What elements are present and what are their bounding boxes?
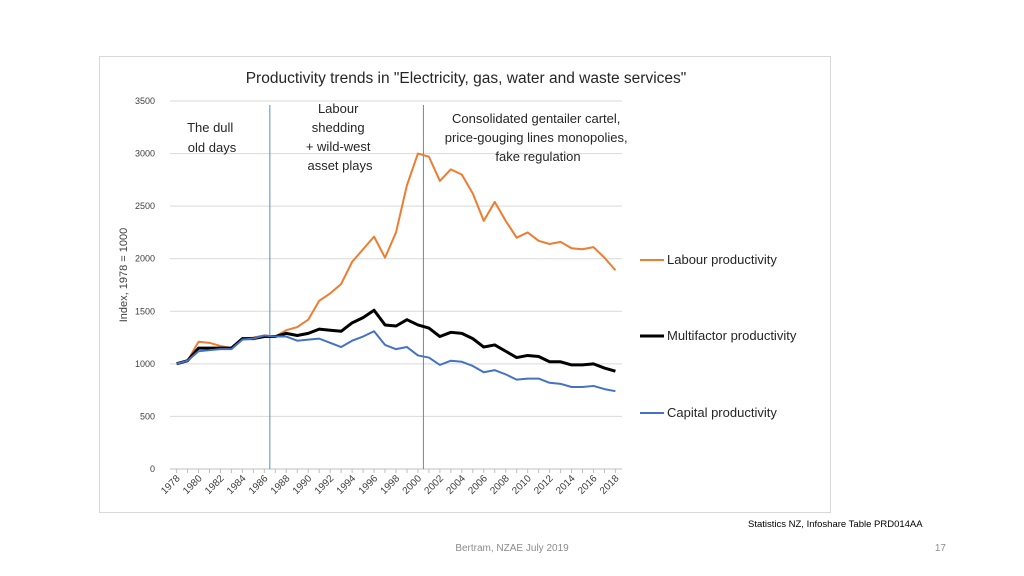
x-tick-label: 1980 xyxy=(181,473,205,497)
x-tick-label: 1998 xyxy=(379,473,403,497)
source-note: Statistics NZ, Infoshare Table PRD014AA xyxy=(748,519,923,530)
x-tick-label: 2000 xyxy=(401,473,425,497)
x-tick-label: 1978 xyxy=(159,473,183,497)
x-tick-label: 2006 xyxy=(466,473,490,497)
y-tick-label: 3000 xyxy=(135,149,155,159)
y-tick-label: 0 xyxy=(150,464,155,474)
y-tick-label: 1500 xyxy=(135,306,155,316)
x-tick-label: 2016 xyxy=(576,473,600,497)
productivity-chart: Productivity trends in "Electricity, gas… xyxy=(118,70,797,497)
annotation-gentailer-cartel: Consolidated gentailer cartel, price-gou… xyxy=(445,111,631,164)
x-tick-label: 2010 xyxy=(510,473,534,497)
chart-frame: Productivity trends in "Electricity, gas… xyxy=(99,56,831,513)
legend-label-capital-productivity: Capital productivity xyxy=(667,405,777,420)
x-tick-label: 1996 xyxy=(357,473,381,497)
y-axis-label: Index, 1978 = 1000 xyxy=(118,228,130,323)
x-tick-label: 1992 xyxy=(313,473,337,497)
x-tick-label: 1994 xyxy=(335,473,359,497)
x-tick-label: 1986 xyxy=(247,473,271,497)
x-tick-label: 2002 xyxy=(422,473,446,497)
x-tick-label: 2004 xyxy=(444,473,468,497)
y-tick-label: 2000 xyxy=(135,254,155,264)
x-tick-label: 1984 xyxy=(225,473,249,497)
y-tick-label: 1000 xyxy=(135,359,155,369)
x-tick-label: 1990 xyxy=(291,473,315,497)
y-tick-label: 500 xyxy=(140,411,155,421)
x-tick-label: 2012 xyxy=(532,473,556,497)
chart-title: Productivity trends in "Electricity, gas… xyxy=(246,70,687,87)
x-tick-label: 1988 xyxy=(269,473,293,497)
presenter-footer: Bertram, NZAE July 2019 xyxy=(455,543,569,554)
x-tick-label: 2018 xyxy=(598,473,622,497)
page-number: 17 xyxy=(934,543,946,554)
x-tick-label: 2014 xyxy=(554,473,578,497)
x-tick-label: 1982 xyxy=(203,473,227,497)
annotation-dull-days: The dull old days xyxy=(187,120,237,155)
legend-label-multifactor-productivity: Multifactor productivity xyxy=(667,328,797,343)
y-tick-label: 3500 xyxy=(135,96,155,106)
legend-label-labour-productivity: Labour productivity xyxy=(667,252,777,267)
x-tick-label: 2008 xyxy=(488,473,512,497)
annotation-labour-shedding: Labour shedding + wild-west asset plays xyxy=(306,101,374,173)
y-tick-label: 2500 xyxy=(135,201,155,211)
